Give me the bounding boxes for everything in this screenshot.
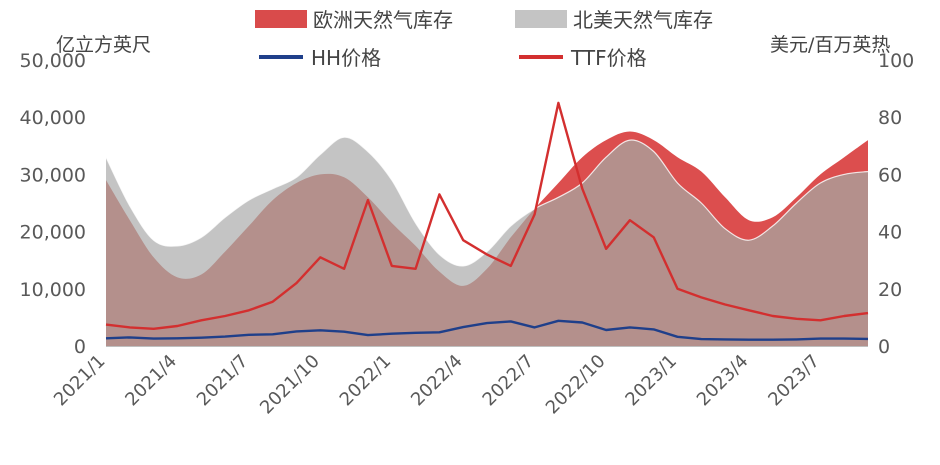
legend-item-ttf: TTF价格 <box>515 42 647 71</box>
us-storage-edge <box>105 136 869 267</box>
hh-price-line <box>105 319 869 341</box>
ttf-swatch <box>519 54 563 59</box>
left-y-tick-label: 20,000 <box>20 222 86 244</box>
left-y-tick-label: 10,000 <box>20 279 86 301</box>
right-y-tick-label: 40 <box>878 222 902 244</box>
x-tick-label: 2022/1 <box>336 351 396 411</box>
left-axis-unit: 亿立方英尺 <box>56 34 152 56</box>
x-tick-label: 2021/7 <box>193 351 253 411</box>
left-y-tick-label: 40,000 <box>20 107 86 129</box>
right-y-tick-label: 60 <box>878 164 902 186</box>
x-tick-label: 2023/4 <box>693 351 753 411</box>
ttf-price-line <box>105 101 869 330</box>
hh-swatch <box>259 54 303 59</box>
right-y-tick-label: 100 <box>878 50 914 72</box>
right-y-tick-label: 0 <box>878 336 890 358</box>
us-storage-swatch <box>515 9 567 28</box>
x-tick-label: 2022/4 <box>407 351 467 411</box>
legend: 欧洲天然气库存 北美天然气库存 HH价格 TTF价格 <box>255 4 815 70</box>
legend-label-eu-storage: 欧洲天然气库存 <box>313 8 453 32</box>
left-y-tick-label: 0 <box>74 336 86 358</box>
right-y-tick-label: 20 <box>878 279 902 301</box>
legend-item-eu-storage: 欧洲天然气库存 <box>255 4 453 33</box>
x-tick-label: 2021/1 <box>50 351 110 411</box>
eu-storage-swatch <box>255 9 307 28</box>
legend-label-ttf: TTF价格 <box>571 46 647 70</box>
x-tick-label: 2021/10 <box>256 351 324 419</box>
legend-label-hh: HH价格 <box>311 46 382 70</box>
x-tick-label: 2022/10 <box>542 351 610 419</box>
storage-overlap-area <box>106 137 868 346</box>
x-tick-label: 2022/7 <box>479 351 539 411</box>
legend-item-us-storage: 北美天然气库存 <box>515 4 713 33</box>
right-y-tick-label: 80 <box>878 107 902 129</box>
left-y-tick-label: 30,000 <box>20 164 86 186</box>
x-tick-label: 2023/7 <box>764 351 824 411</box>
right-axis-unit: 美元/百万英热 <box>770 34 891 56</box>
x-tick-label: 2021/4 <box>121 351 181 411</box>
x-tick-label: 2023/1 <box>621 351 681 411</box>
legend-label-us-storage: 北美天然气库存 <box>573 8 713 32</box>
legend-item-hh: HH价格 <box>255 42 381 71</box>
left-y-tick-label: 50,000 <box>20 50 86 72</box>
